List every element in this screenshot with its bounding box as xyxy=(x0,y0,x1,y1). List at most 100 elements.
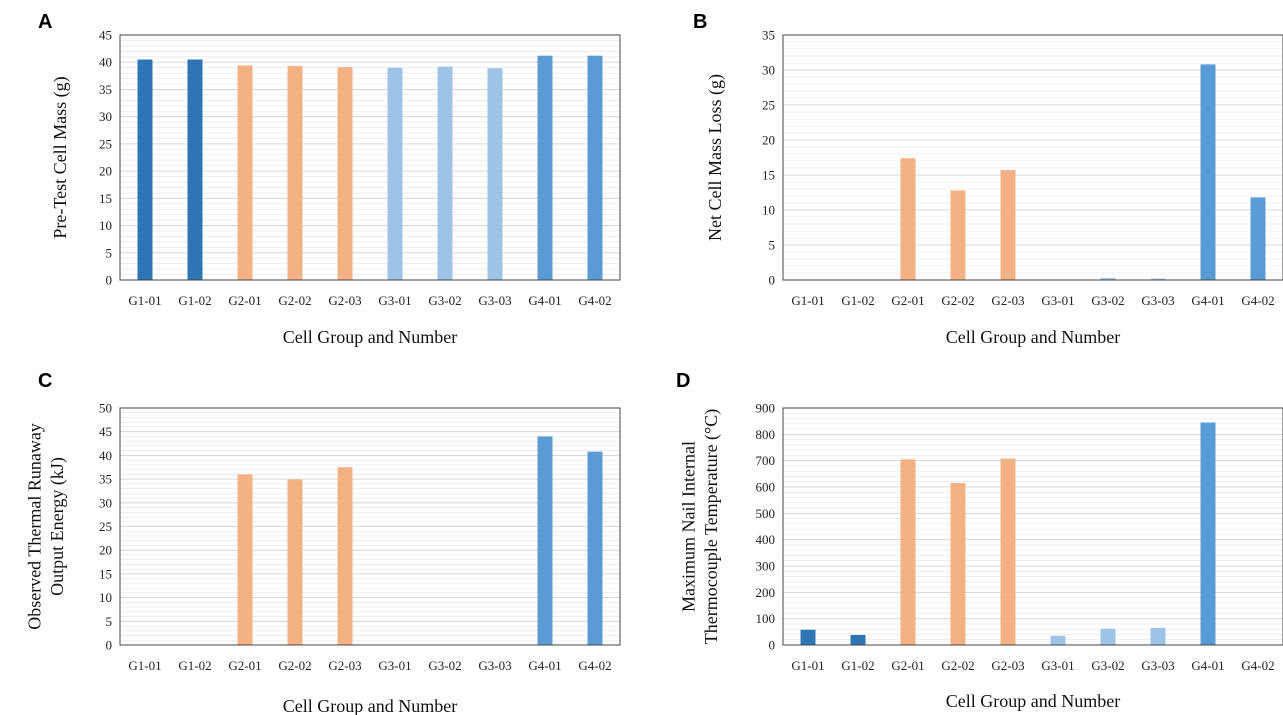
bar-g1-01 xyxy=(137,59,153,280)
x-tick-label: G2-01 xyxy=(891,293,924,308)
bar-g2-01 xyxy=(900,459,916,645)
y-tick-label: 5 xyxy=(106,245,113,260)
bar-g2-01 xyxy=(900,158,916,280)
y-tick-label: 45 xyxy=(99,28,112,43)
panel-b: 0 5 10 15 20 25 30 35 G1-01 G1-02 G2-01 G2-02 G2-03 G… xyxy=(693,11,1283,347)
y-tick-label: 10 xyxy=(762,203,775,218)
x-tick-label: G3-02 xyxy=(1091,658,1124,673)
y-tick-label: 20 xyxy=(762,133,775,148)
y-tick-label: 30 xyxy=(99,109,112,124)
x-tick-label: G4-01 xyxy=(1191,293,1224,308)
y-axis-label: Observed Thermal Runaway Output Energy (k… xyxy=(25,423,69,630)
panel-a: 0 5 10 15 20 25 30 35 40 45 G1-01 G1-02 G2-01 G2-02 G2… xyxy=(38,11,621,347)
panel-label: C xyxy=(38,370,52,392)
y-tick-label: 900 xyxy=(756,401,776,416)
bar-g2-02 xyxy=(950,483,966,645)
bar-g3-02 xyxy=(1100,628,1116,645)
x-tick-label: G2-01 xyxy=(891,658,924,673)
y-tick-label: 40 xyxy=(99,55,112,70)
bar-g2-02 xyxy=(287,479,303,645)
x-tick-label: G1-02 xyxy=(841,293,874,308)
bar-g4-02 xyxy=(1250,197,1266,280)
x-tick-label: G4-02 xyxy=(1241,658,1274,673)
bar-g3-01 xyxy=(1050,635,1066,645)
bar-g2-01 xyxy=(237,65,253,280)
y-tick-label: 5 xyxy=(106,614,113,629)
x-tick-label: G4-01 xyxy=(528,658,561,673)
bar-g1-02 xyxy=(187,59,203,280)
y-tick-label: 500 xyxy=(756,506,776,521)
y-tick-label: 100 xyxy=(756,611,776,626)
x-tick-label: G2-03 xyxy=(328,658,361,673)
x-axis-label: Cell Group and Number xyxy=(283,327,457,347)
x-tick-label: G3-01 xyxy=(378,293,411,308)
bar-g3-02 xyxy=(437,66,453,280)
y-tick-label: 30 xyxy=(99,495,112,510)
x-tick-label: G3-01 xyxy=(378,658,411,673)
x-tick-label: G1-02 xyxy=(178,293,211,308)
x-tick-label: G2-03 xyxy=(991,293,1024,308)
y-tick-label: 0 xyxy=(769,273,776,288)
bar-g3-03 xyxy=(1150,278,1166,280)
y-tick-label: 45 xyxy=(99,424,112,439)
bar-g2-03 xyxy=(337,467,353,645)
plot-frame xyxy=(119,34,621,281)
bar-g2-01 xyxy=(237,474,253,645)
y-tick-label: 15 xyxy=(99,566,112,581)
bar-g4-01 xyxy=(537,55,553,280)
y-tick-label: 800 xyxy=(756,427,776,442)
bar-g3-01 xyxy=(387,67,403,281)
plot-frame xyxy=(782,407,1283,646)
x-tick-label: G2-03 xyxy=(328,293,361,308)
y-tick-label: 25 xyxy=(762,98,775,113)
x-tick-label: G2-03 xyxy=(991,658,1024,673)
bar-g1-01 xyxy=(800,629,816,645)
x-tick-label: G2-02 xyxy=(278,658,311,673)
y-tick-label: 40 xyxy=(99,448,112,463)
bar-g3-03 xyxy=(1150,627,1166,645)
x-tick-label: G1-01 xyxy=(791,658,824,673)
x-axis-label: Cell Group and Number xyxy=(283,696,457,715)
x-tick-label: G1-02 xyxy=(841,658,874,673)
x-tick-label: G1-01 xyxy=(791,293,824,308)
x-tick-label: G3-03 xyxy=(478,293,511,308)
y-tick-label: 400 xyxy=(756,532,776,547)
y-axis-label: Pre-Test Cell Mass (g) xyxy=(50,76,71,238)
y-tick-label: 0 xyxy=(769,638,776,653)
x-tick-label: G1-02 xyxy=(178,658,211,673)
bar-g4-01 xyxy=(537,436,553,645)
x-tick-label: G2-02 xyxy=(941,658,974,673)
bar-g2-03 xyxy=(1000,458,1016,645)
x-tick-label: G4-01 xyxy=(1191,658,1224,673)
y-axis-label: Net Cell Mass Loss (g) xyxy=(705,74,726,241)
x-tick-label: G4-02 xyxy=(1241,293,1274,308)
y-tick-label: 20 xyxy=(99,543,112,558)
bar-g1-02 xyxy=(850,634,866,645)
panel-label: A xyxy=(38,11,52,33)
y-tick-label: 25 xyxy=(99,136,112,151)
x-tick-label: G3-01 xyxy=(1041,293,1074,308)
panel-label: B xyxy=(693,11,707,33)
plot-frame xyxy=(119,407,621,646)
y-tick-label: 700 xyxy=(756,453,776,468)
bar-g3-02 xyxy=(1100,277,1116,280)
x-tick-label: G2-02 xyxy=(941,293,974,308)
y-tick-label: 15 xyxy=(99,191,112,206)
y-axis-label: Maximum Nail Internal Thermocouple Temper… xyxy=(679,409,723,645)
bar-g4-02 xyxy=(587,451,603,645)
y-tick-label: 15 xyxy=(762,168,775,183)
bar-g2-03 xyxy=(337,67,353,280)
y-tick-label: 25 xyxy=(99,519,112,534)
y-tick-label: 35 xyxy=(99,82,112,97)
bar-g4-01 xyxy=(1200,64,1216,281)
bar-g2-03 xyxy=(1000,170,1016,280)
bar-g4-01 xyxy=(1200,422,1216,645)
x-tick-label: G4-02 xyxy=(578,293,611,308)
y-tick-label: 35 xyxy=(762,28,775,43)
bar-g3-03 xyxy=(487,68,503,280)
y-tick-label: 50 xyxy=(99,401,112,416)
x-tick-label: G3-03 xyxy=(1141,293,1174,308)
x-tick-label: G4-02 xyxy=(578,658,611,673)
y-tick-label: 0 xyxy=(106,273,113,288)
